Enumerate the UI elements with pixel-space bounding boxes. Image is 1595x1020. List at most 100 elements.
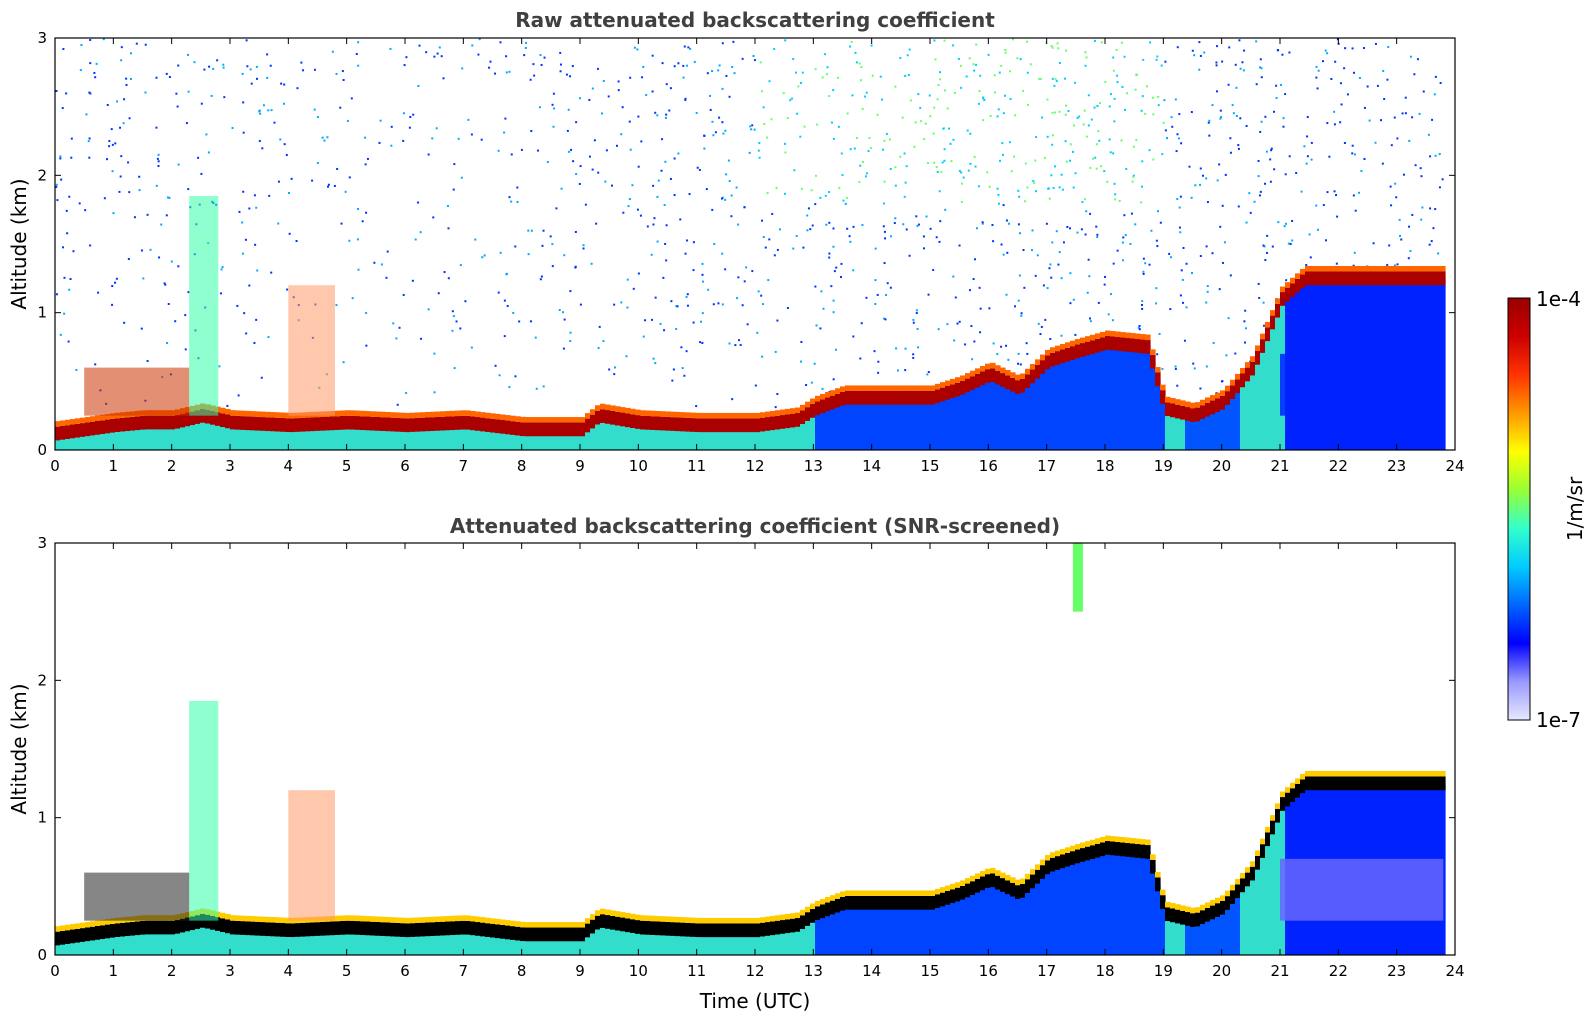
noise-speckle — [481, 256, 484, 259]
boundary-layer-cell — [680, 424, 686, 450]
boundary-layer-cell — [490, 425, 496, 450]
boundary-layer-cell — [1125, 344, 1131, 450]
aerosol-layer-cell — [105, 419, 111, 434]
noise-speckle — [508, 70, 511, 73]
boundary-layer-cell — [860, 902, 866, 955]
noise-speckle — [1305, 162, 1308, 165]
boundary-layer-cell — [610, 922, 616, 955]
noise-speckle — [1419, 167, 1422, 170]
aerosol-layer-edge — [870, 385, 876, 391]
noise-speckle — [1284, 173, 1287, 176]
aerosol-layer-edge — [1060, 343, 1066, 350]
aerosol-layer-edge — [1220, 390, 1226, 396]
aerosol-layer-cell — [850, 390, 856, 405]
aerosol-layer-cell — [1345, 271, 1351, 286]
aerosol-layer-cell — [630, 919, 636, 933]
boundary-layer-cell — [435, 928, 441, 955]
noise-speckle — [709, 108, 712, 111]
aerosol-layer-edge — [785, 408, 791, 415]
noise-speckle — [1281, 53, 1284, 56]
noise-speckle — [1095, 225, 1098, 228]
aerosol-layer-edge — [1180, 400, 1186, 406]
boundary-layer-cell — [685, 929, 691, 955]
aerosol-layer-edge — [555, 922, 561, 928]
aerosol-layer-cell — [400, 923, 406, 937]
aerosol-layer-cell — [60, 425, 66, 440]
boundary-layer-cell — [725, 930, 731, 955]
noise-speckle — [68, 195, 71, 198]
aerosol-layer-edge — [400, 917, 406, 924]
noise-speckle — [1123, 108, 1126, 111]
noise-speckle — [1201, 174, 1204, 177]
noise-speckle — [385, 276, 388, 279]
noise-speckle — [692, 241, 695, 244]
aerosol-layer-cell — [640, 415, 646, 430]
noise-speckle — [558, 309, 561, 312]
noise-speckle — [1084, 64, 1087, 67]
noise-speckle — [1072, 298, 1075, 301]
noise-speckle — [1125, 167, 1128, 170]
noise-speckle — [988, 307, 991, 310]
aerosol-layer-edge — [460, 915, 466, 921]
noise-speckle — [530, 229, 533, 232]
noise-speckle — [1031, 229, 1034, 232]
aerosol-layer-edge — [680, 917, 686, 923]
boundary-layer-cell — [445, 928, 451, 955]
noise-speckle — [1104, 80, 1107, 83]
aerosol-layer-edge — [735, 412, 741, 419]
boundary-layer-cell — [65, 432, 71, 450]
noise-speckle — [810, 189, 813, 192]
noise-speckle — [1138, 324, 1141, 327]
aerosol-layer-cell — [830, 900, 836, 915]
noise-speckle — [958, 244, 961, 247]
aerosol-layer-cell — [390, 417, 396, 432]
aerosol-layer-cell — [390, 922, 396, 937]
aerosol-layer-cell — [1040, 865, 1046, 879]
noise-speckle — [661, 138, 664, 141]
aerosol-layer-cell — [1365, 271, 1371, 286]
noise-speckle — [477, 53, 480, 56]
boundary-layer-cell — [1275, 310, 1281, 450]
aerosol-layer-edge — [1125, 332, 1131, 339]
aerosol-layer-edge — [650, 915, 656, 922]
aerosol-layer-edge — [1350, 265, 1356, 272]
noise-speckle — [1321, 60, 1324, 63]
aerosol-layer-edge — [270, 412, 276, 418]
noise-speckle — [508, 196, 511, 199]
noise-speckle — [1073, 124, 1076, 127]
aerosol-layer-edge — [465, 410, 471, 416]
noise-speckle — [1388, 244, 1391, 247]
aerosol-layer-edge — [100, 919, 106, 926]
noise-speckle — [1206, 290, 1209, 293]
aerosol-layer-edge — [1400, 770, 1406, 777]
noise-speckle — [814, 285, 817, 288]
noise-speckle — [1004, 48, 1007, 51]
noise-speckle — [1434, 75, 1437, 78]
aerosol-layer-edge — [435, 411, 441, 418]
boundary-layer-cell — [405, 425, 411, 450]
boundary-layer-cell — [670, 424, 676, 450]
x-tick-label: 19 — [1154, 962, 1173, 980]
boundary-layer-cell — [120, 929, 126, 955]
noise-speckle — [146, 213, 149, 216]
noise-speckle — [864, 95, 867, 98]
aerosol-layer-edge — [1185, 401, 1191, 408]
boundary-layer-cell — [410, 930, 416, 955]
noise-speckle — [1054, 78, 1057, 81]
noise-speckle — [701, 342, 704, 345]
aerosol-layer-edge — [1090, 839, 1096, 846]
aerosol-layer-edge — [75, 418, 81, 424]
noise-speckle — [505, 273, 508, 276]
aerosol-layer-edge — [725, 412, 731, 419]
boundary-layer-cell — [995, 882, 1001, 955]
noise-speckle — [626, 278, 629, 281]
aerosol-layer-cell — [1210, 400, 1216, 415]
noise-speckle — [1185, 262, 1188, 265]
aerosol-layer-edge — [1050, 347, 1056, 353]
aerosol-layer-cell — [125, 922, 131, 937]
boundary-layer-cell — [1220, 402, 1226, 450]
noise-speckle — [144, 91, 147, 94]
noise-speckle — [157, 160, 160, 163]
aerosol-layer-cell — [555, 927, 561, 942]
noise-speckle — [782, 92, 785, 95]
